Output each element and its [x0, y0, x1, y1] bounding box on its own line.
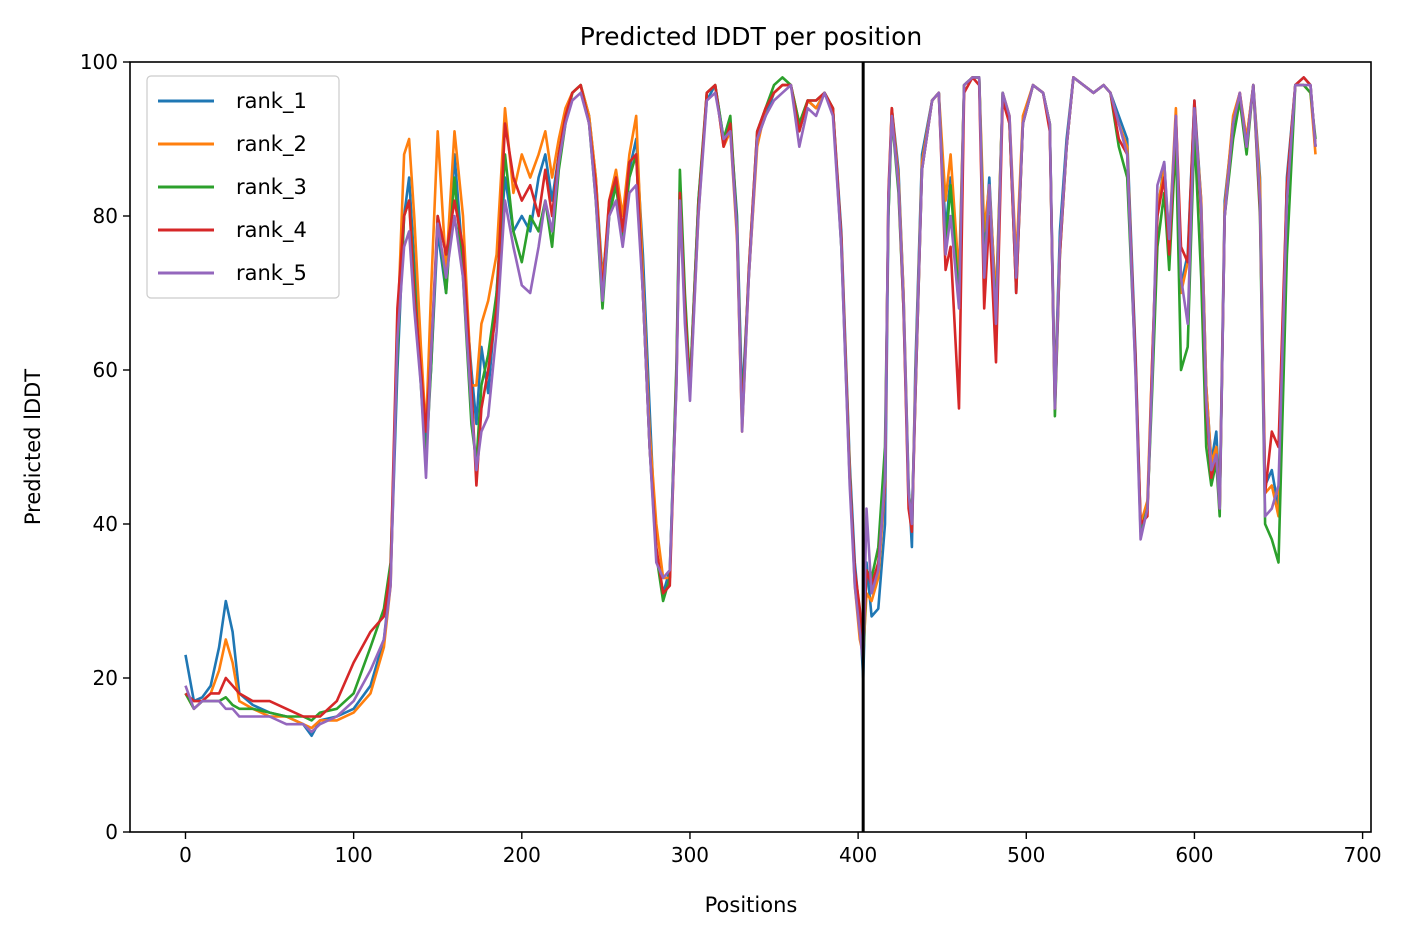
- y-tick-label: 60: [93, 358, 118, 382]
- y-axis: 0 20 40 60 80 100: [80, 50, 130, 844]
- x-tick-label: 500: [1007, 843, 1045, 867]
- y-tick-label: 20: [93, 666, 118, 690]
- plot-frame: [129, 61, 1372, 833]
- x-tick-label: 600: [1175, 843, 1213, 867]
- x-axis: 0 100 200 300 400 500 600 700: [179, 832, 1382, 867]
- y-tick-label: 40: [93, 512, 118, 536]
- x-tick-label: 300: [671, 843, 709, 867]
- x-tick-label: 200: [503, 843, 541, 867]
- y-axis-label: Predicted lDDT: [21, 369, 45, 525]
- x-axis-label: Positions: [705, 893, 798, 917]
- y-tick-label: 100: [80, 50, 118, 74]
- series-line-rank_5: [184, 76, 1317, 734]
- legend-label-rank_4: rank_4: [236, 218, 307, 243]
- y-tick-label: 0: [105, 820, 118, 844]
- legend-label-rank_5: rank_5: [236, 261, 307, 286]
- legend: rank_1 rank_2 rank_3 rank_4 rank_5: [146, 75, 340, 299]
- x-tick-label: 0: [179, 843, 192, 867]
- y-tick-label: 80: [93, 204, 118, 228]
- x-tick-label: 700: [1343, 843, 1381, 867]
- legend-label-rank_1: rank_1: [236, 89, 307, 114]
- legend-label-rank_3: rank_3: [236, 175, 307, 200]
- x-tick-label: 400: [839, 843, 877, 867]
- legend-box: [146, 75, 340, 299]
- series-layer: [184, 76, 1317, 738]
- x-tick-label: 100: [335, 843, 373, 867]
- chart-title: Predicted lDDT per position: [580, 22, 922, 51]
- legend-label-rank_2: rank_2: [236, 132, 307, 157]
